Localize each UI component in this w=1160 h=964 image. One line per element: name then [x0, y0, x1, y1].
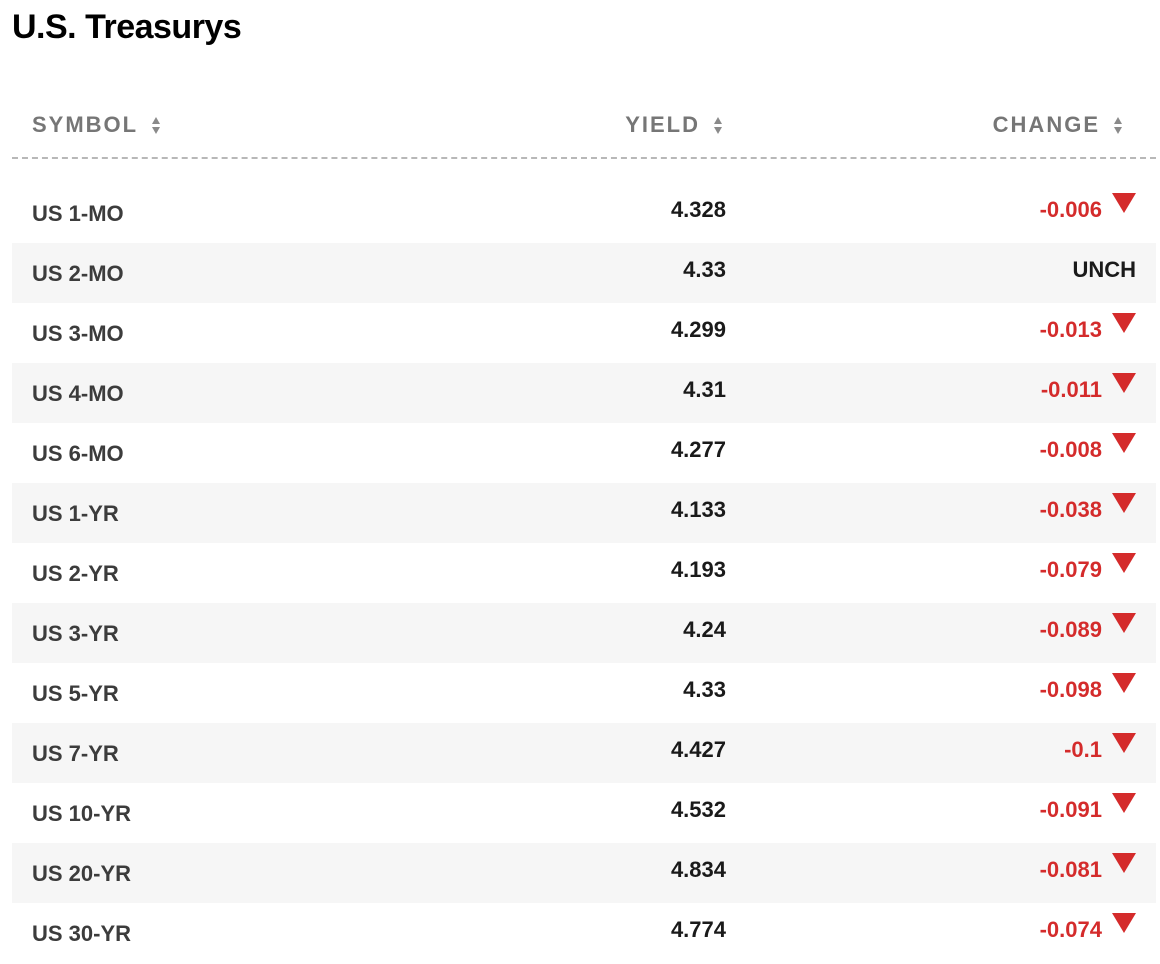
- change-value: UNCH: [1072, 257, 1136, 282]
- yield-value: 4.133: [670, 497, 726, 522]
- table-header: SYMBOL YIELD CHANGE: [12, 95, 1156, 159]
- yield-value: 4.33: [683, 677, 726, 702]
- symbol-link[interactable]: US 4-MO: [32, 381, 124, 406]
- table-row[interactable]: US 3-MO 4.299 -0.013: [12, 303, 1156, 363]
- change-column-header[interactable]: CHANGE: [993, 112, 1122, 138]
- symbol-link[interactable]: US 10-YR: [32, 801, 132, 826]
- yield-value: 4.532: [670, 797, 726, 822]
- change-value: -0.011: [1040, 377, 1102, 402]
- change-value: -0.079: [1039, 557, 1102, 582]
- table-row[interactable]: US 5-YR 4.33 -0.098: [12, 663, 1156, 723]
- symbol-link[interactable]: US 3-YR: [32, 621, 119, 646]
- table-row[interactable]: US 20-YR 4.834 -0.081: [12, 843, 1156, 903]
- symbol-column-header[interactable]: SYMBOL: [32, 112, 161, 138]
- down-arrow-icon: [1112, 673, 1136, 693]
- symbol-header-label: SYMBOL: [32, 112, 139, 137]
- down-arrow-icon: [1112, 433, 1136, 453]
- yield-value: 4.193: [670, 557, 726, 582]
- symbol-link[interactable]: US 30-YR: [32, 921, 132, 946]
- table-row[interactable]: US 2-YR 4.193 -0.079: [12, 543, 1156, 603]
- symbol-link[interactable]: US 1-YR: [32, 501, 119, 526]
- yield-header-label: YIELD: [625, 112, 700, 137]
- symbol-link[interactable]: US 7-YR: [32, 741, 119, 766]
- change-value: -0.081: [1039, 857, 1102, 882]
- sort-icon: [714, 116, 722, 134]
- symbol-link[interactable]: US 6-MO: [32, 441, 124, 466]
- symbol-link[interactable]: US 2-YR: [32, 561, 119, 586]
- yield-value: 4.277: [670, 437, 726, 462]
- table-row[interactable]: US 1-YR 4.133 -0.038: [12, 483, 1156, 543]
- change-value: -0.006: [1039, 197, 1102, 222]
- down-arrow-icon: [1112, 313, 1136, 333]
- yield-value: 4.774: [670, 917, 726, 942]
- symbol-link[interactable]: US 3-MO: [32, 321, 124, 346]
- symbol-link[interactable]: US 1-MO: [32, 201, 124, 226]
- table-body: US 1-MO 4.328 -0.006 US 2-MO 4.33 UNCH U…: [12, 183, 1156, 963]
- down-arrow-icon: [1112, 193, 1136, 213]
- table-row[interactable]: US 7-YR 4.427 -0.1: [12, 723, 1156, 783]
- sort-icon: [1114, 116, 1122, 134]
- table-row[interactable]: US 4-MO 4.31 -0.011: [12, 363, 1156, 423]
- change-value: -0.008: [1039, 437, 1102, 462]
- down-arrow-icon: [1112, 613, 1136, 633]
- change-value: -0.1: [1064, 737, 1102, 762]
- yield-value: 4.33: [683, 257, 726, 282]
- page-title: U.S. Treasurys: [12, 8, 242, 46]
- table-row[interactable]: US 3-YR 4.24 -0.089: [12, 603, 1156, 663]
- yield-value: 4.328: [670, 197, 726, 222]
- change-value: -0.074: [1039, 917, 1102, 942]
- change-value: -0.089: [1039, 617, 1102, 642]
- change-value: -0.098: [1039, 677, 1102, 702]
- change-value: -0.091: [1039, 797, 1102, 822]
- table-row[interactable]: US 10-YR 4.532 -0.091: [12, 783, 1156, 843]
- symbol-link[interactable]: US 20-YR: [32, 861, 132, 886]
- symbol-link[interactable]: US 2-MO: [32, 261, 124, 286]
- down-arrow-icon: [1112, 733, 1136, 753]
- down-arrow-icon: [1112, 853, 1136, 873]
- change-value: -0.013: [1039, 317, 1102, 342]
- down-arrow-icon: [1112, 913, 1136, 933]
- sort-icon: [152, 116, 161, 134]
- yield-value: 4.299: [670, 317, 726, 342]
- down-arrow-icon: [1112, 553, 1136, 573]
- table-row[interactable]: US 30-YR 4.774 -0.074: [12, 903, 1156, 963]
- yield-column-header[interactable]: YIELD: [625, 112, 722, 138]
- treasury-table: SYMBOL YIELD CHANGE US 1-MO 4.328 -0.006…: [12, 95, 1156, 946]
- symbol-link[interactable]: US 5-YR: [32, 681, 119, 706]
- table-row[interactable]: US 2-MO 4.33 UNCH: [12, 243, 1156, 303]
- down-arrow-icon: [1112, 793, 1136, 813]
- yield-value: 4.24: [683, 617, 726, 642]
- down-arrow-icon: [1112, 493, 1136, 513]
- yield-value: 4.31: [683, 377, 726, 402]
- down-arrow-icon: [1112, 373, 1136, 393]
- table-row[interactable]: US 1-MO 4.328 -0.006: [12, 183, 1156, 243]
- change-header-label: CHANGE: [992, 112, 1100, 137]
- yield-value: 4.834: [670, 857, 726, 882]
- table-row[interactable]: US 6-MO 4.277 -0.008: [12, 423, 1156, 483]
- change-value: -0.038: [1039, 497, 1102, 522]
- yield-value: 4.427: [670, 737, 726, 762]
